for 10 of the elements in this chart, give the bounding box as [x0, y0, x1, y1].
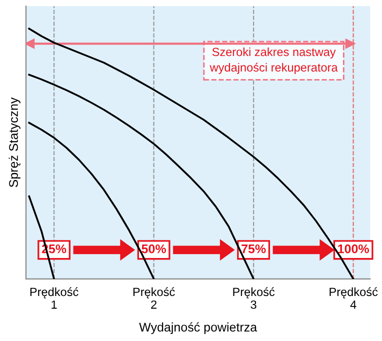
x-axis-title: Wydajność powietrza	[139, 322, 258, 334]
annotation: 75%	[242, 244, 266, 254]
x-tick-label: Prękość 2	[133, 287, 175, 309]
y-axis-title: Spręż Statyczny	[8, 97, 20, 188]
x-tick-label: Prędkość 4	[330, 287, 378, 309]
annotation: 50%	[142, 244, 166, 254]
x-tick-label: Prękość 3	[233, 287, 275, 309]
annotation: 100%	[338, 244, 369, 254]
ref-line-label: Szeroki zakres nastway wydajności rekuperatora	[210, 47, 338, 74]
x-tick-label: Prędkość 1	[30, 287, 78, 309]
